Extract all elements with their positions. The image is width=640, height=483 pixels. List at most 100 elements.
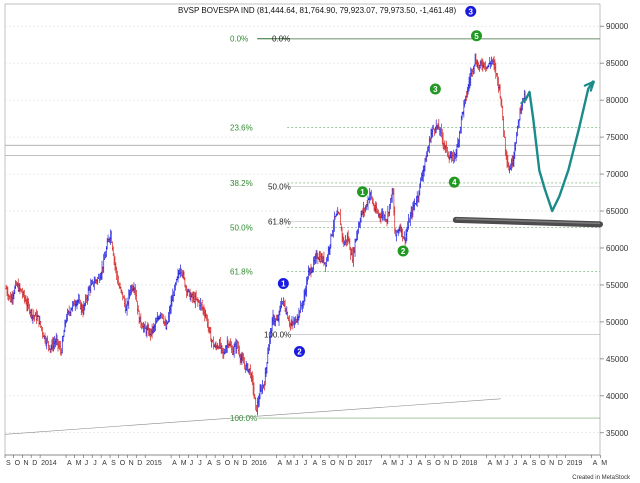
x-tick-label: M bbox=[76, 460, 82, 467]
projection-start-hook bbox=[520, 97, 528, 105]
fib-retrace-label: 100.0% bbox=[264, 330, 291, 339]
wave-label: 1 bbox=[357, 186, 369, 198]
x-tick-label: A bbox=[313, 460, 318, 467]
x-tick-label: N bbox=[24, 460, 29, 467]
fib-level-label: 100.0% bbox=[230, 414, 257, 423]
x-tick-label: S bbox=[111, 460, 116, 467]
x-tick-label: A bbox=[523, 460, 528, 467]
x-tick-label: S bbox=[321, 460, 326, 467]
fib-level-label: 50.0% bbox=[230, 223, 253, 232]
x-tick-label: J bbox=[198, 460, 202, 467]
horizontal-lines bbox=[5, 144, 600, 156]
axes: 35000 40000 45000 50000 55000 60000 65000 70000… bbox=[4, 22, 629, 467]
x-tick-label: J bbox=[400, 460, 404, 467]
x-tick-label: D bbox=[32, 460, 37, 467]
wave-label: 5 bbox=[471, 30, 483, 42]
x-tick-label: S bbox=[532, 460, 537, 467]
x-tick-label: O bbox=[540, 460, 546, 467]
wave-label-circle bbox=[357, 186, 369, 198]
wave-label-circle bbox=[448, 176, 460, 188]
wave-label-number: 2 bbox=[297, 347, 302, 356]
price-bars bbox=[5, 53, 527, 416]
wave-label-number: 1 bbox=[360, 188, 365, 197]
x-tick-label: J bbox=[514, 460, 518, 467]
y-tick-label: 45000 bbox=[606, 355, 629, 364]
x-tick-label: J bbox=[505, 460, 509, 467]
y-tick-label: 50000 bbox=[606, 318, 629, 327]
x-tick-label: 2016 bbox=[251, 460, 267, 467]
wave-label: 4 bbox=[448, 176, 460, 188]
wave-label: 3 bbox=[465, 5, 477, 17]
x-tick-label: N bbox=[444, 460, 449, 467]
x-tick-label: O bbox=[225, 460, 231, 467]
fib-retrace-label: 50.0% bbox=[268, 183, 291, 192]
x-tick-label: D bbox=[453, 460, 458, 467]
x-tick-label: M bbox=[601, 460, 607, 467]
x-tick-label: D bbox=[558, 460, 563, 467]
wave-label-circle bbox=[471, 30, 483, 42]
fib-level-label: 23.6% bbox=[230, 123, 253, 132]
support-zone-bar bbox=[452, 216, 603, 228]
x-tick-label: D bbox=[137, 460, 142, 467]
x-tick-label: J bbox=[85, 460, 89, 467]
y-tick-label: 85000 bbox=[606, 59, 629, 68]
x-tick-label: O bbox=[120, 460, 126, 467]
projection-path bbox=[520, 80, 595, 213]
fib-retrace-label: 61.8% bbox=[268, 217, 291, 226]
wave-label: 1 bbox=[277, 277, 289, 289]
y-tick-label: 70000 bbox=[606, 170, 629, 179]
x-tick-label: J bbox=[295, 460, 299, 467]
support-zone-highlight bbox=[455, 218, 601, 225]
fib-level-label: 0.0% bbox=[230, 35, 248, 44]
y-tick-label: 40000 bbox=[606, 392, 629, 401]
x-tick-label: A bbox=[488, 460, 493, 467]
support-zone bbox=[452, 216, 603, 228]
x-tick-label: A bbox=[172, 460, 177, 467]
y-tick-label: 75000 bbox=[606, 133, 629, 142]
trendline bbox=[4, 398, 501, 435]
x-tick-label: M bbox=[496, 460, 502, 467]
x-tick-label: O bbox=[435, 460, 441, 467]
fib-level-label: 61.8% bbox=[230, 268, 253, 277]
x-tick-label: J bbox=[93, 460, 97, 467]
x-tick-label: J bbox=[409, 460, 413, 467]
x-tick-label: A bbox=[593, 460, 598, 467]
x-tick-label: D bbox=[348, 460, 353, 467]
x-tick-label: A bbox=[277, 460, 282, 467]
y-tick-label: 60000 bbox=[606, 244, 629, 253]
wave-label: 2 bbox=[293, 345, 305, 357]
wave-label-number: 1 bbox=[281, 279, 286, 288]
wave-label-circle bbox=[465, 5, 477, 17]
projection-arrowhead bbox=[583, 80, 595, 92]
x-tick-label: N bbox=[129, 460, 134, 467]
x-tick-label: J bbox=[304, 460, 308, 467]
projection-line bbox=[524, 80, 594, 213]
x-tick-label: S bbox=[6, 460, 11, 467]
x-tick-label: M bbox=[391, 460, 397, 467]
wave-label: 2 bbox=[397, 245, 409, 257]
x-tick-label: 2014 bbox=[41, 460, 57, 467]
wave-label-number: 3 bbox=[433, 85, 438, 94]
x-tick-label: 2017 bbox=[357, 460, 373, 467]
long-term-trendline bbox=[4, 398, 501, 435]
wave-label-circle bbox=[277, 277, 289, 289]
y-tick-label: 65000 bbox=[606, 207, 629, 216]
x-tick-label: 2019 bbox=[567, 460, 583, 467]
x-tick-label: N bbox=[339, 460, 344, 467]
credit-text: Created in MetaStock bbox=[572, 475, 631, 481]
wave-label-number: 5 bbox=[474, 32, 479, 41]
x-tick-label: O bbox=[15, 460, 21, 467]
x-tick-label: N bbox=[549, 460, 554, 467]
x-tick-label: S bbox=[216, 460, 221, 467]
x-tick-label: S bbox=[427, 460, 432, 467]
x-tick-label: A bbox=[102, 460, 107, 467]
wave-label-circle bbox=[293, 345, 305, 357]
fib-retrace-label: 0.0% bbox=[272, 35, 290, 44]
x-tick-label: A bbox=[418, 460, 423, 467]
x-tick-label: 2018 bbox=[462, 460, 478, 467]
x-tick-label: A bbox=[67, 460, 72, 467]
wave-label-circle bbox=[429, 83, 441, 95]
x-tick-label: D bbox=[242, 460, 247, 467]
x-tick-label: J bbox=[190, 460, 194, 467]
